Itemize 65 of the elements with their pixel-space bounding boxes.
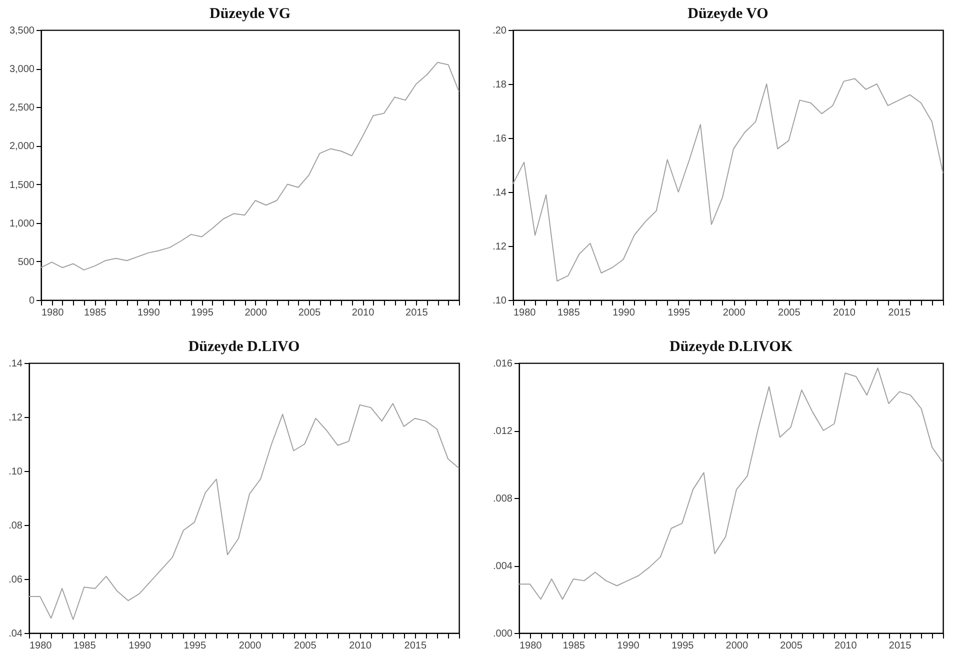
y-tick-label: .14 <box>492 188 507 198</box>
y-tick-label: .016 <box>493 358 513 370</box>
x-tick-label: 2000 <box>726 640 748 652</box>
x-tick-label: 2015 <box>888 640 912 652</box>
x-tick-label: 2000 <box>244 308 268 318</box>
x-tick-label: 1985 <box>562 640 586 652</box>
x-tick-label: 1995 <box>184 640 206 652</box>
x-tick-label: 1995 <box>671 640 694 652</box>
x-tick-label: 1995 <box>191 308 214 318</box>
line-series <box>518 368 944 600</box>
chart-title: Düzeyde VO <box>688 6 768 22</box>
y-tick-label: .16 <box>492 134 507 144</box>
y-tick-label: .008 <box>493 494 513 504</box>
x-tick-label: 2010 <box>833 308 856 318</box>
x-tick-label: 2010 <box>834 640 858 652</box>
y-tick-label: 500 <box>18 256 35 268</box>
x-tick-label: 1990 <box>138 308 160 318</box>
x-tick-label: 1980 <box>520 640 542 652</box>
x-tick-label: 1995 <box>668 308 690 318</box>
y-tick-label: .12 <box>8 412 23 424</box>
x-tick-label: 1980 <box>42 308 64 318</box>
x-tick-label: 1990 <box>128 640 152 652</box>
y-tick-label: .10 <box>8 466 23 478</box>
y-tick-label: .10 <box>492 296 507 306</box>
y-tick-label: .04 <box>8 628 23 640</box>
chart-title: Düzeyde D.LIVOK <box>669 339 793 355</box>
line-series <box>28 403 460 620</box>
y-tick-label: 1,500 <box>9 180 35 191</box>
x-tick-label: 2010 <box>352 308 375 318</box>
x-tick-label: 2015 <box>404 640 427 652</box>
chart-title: Düzeyde D.LIVO <box>188 339 300 355</box>
x-tick-label: 1990 <box>617 640 640 652</box>
y-tick-label: 1,000 <box>9 218 35 230</box>
x-tick-label: 1985 <box>84 308 107 318</box>
y-tick-label: 3,500 <box>9 26 35 36</box>
y-tick-label: .14 <box>8 358 23 370</box>
x-tick-label: 2015 <box>888 308 911 318</box>
y-tick-label: .12 <box>492 242 507 252</box>
chart-title: Düzeyde VG <box>210 6 291 22</box>
line-series <box>40 62 460 270</box>
y-tick-label: .004 <box>493 561 513 572</box>
x-tick-label: 1990 <box>612 308 636 318</box>
y-tick-label: 0 <box>28 296 35 306</box>
y-tick-label: .18 <box>492 80 507 90</box>
x-tick-label: 2015 <box>406 308 428 318</box>
y-tick-label: .012 <box>493 426 513 437</box>
y-tick-label: .000 <box>493 628 513 640</box>
x-tick-label: 2005 <box>298 308 322 318</box>
x-tick-label: 1980 <box>514 308 536 318</box>
line-series <box>512 78 944 282</box>
y-tick-label: 2,500 <box>9 102 35 114</box>
x-tick-label: 2000 <box>722 308 746 318</box>
y-tick-label: .20 <box>492 26 507 36</box>
y-tick-label: 2,000 <box>9 141 35 152</box>
x-tick-label: 2000 <box>238 640 262 652</box>
y-tick-label: .08 <box>8 520 23 532</box>
x-tick-label: 2010 <box>349 640 372 652</box>
x-tick-label: 2005 <box>778 308 801 318</box>
x-tick-label: 2005 <box>294 640 317 652</box>
y-tick-label: 3,000 <box>9 64 35 76</box>
x-tick-label: 1985 <box>74 640 96 652</box>
x-tick-label: 1980 <box>30 640 52 652</box>
y-tick-label: .06 <box>8 574 23 586</box>
x-tick-label: 1985 <box>558 308 580 318</box>
x-tick-label: 2005 <box>780 640 803 652</box>
